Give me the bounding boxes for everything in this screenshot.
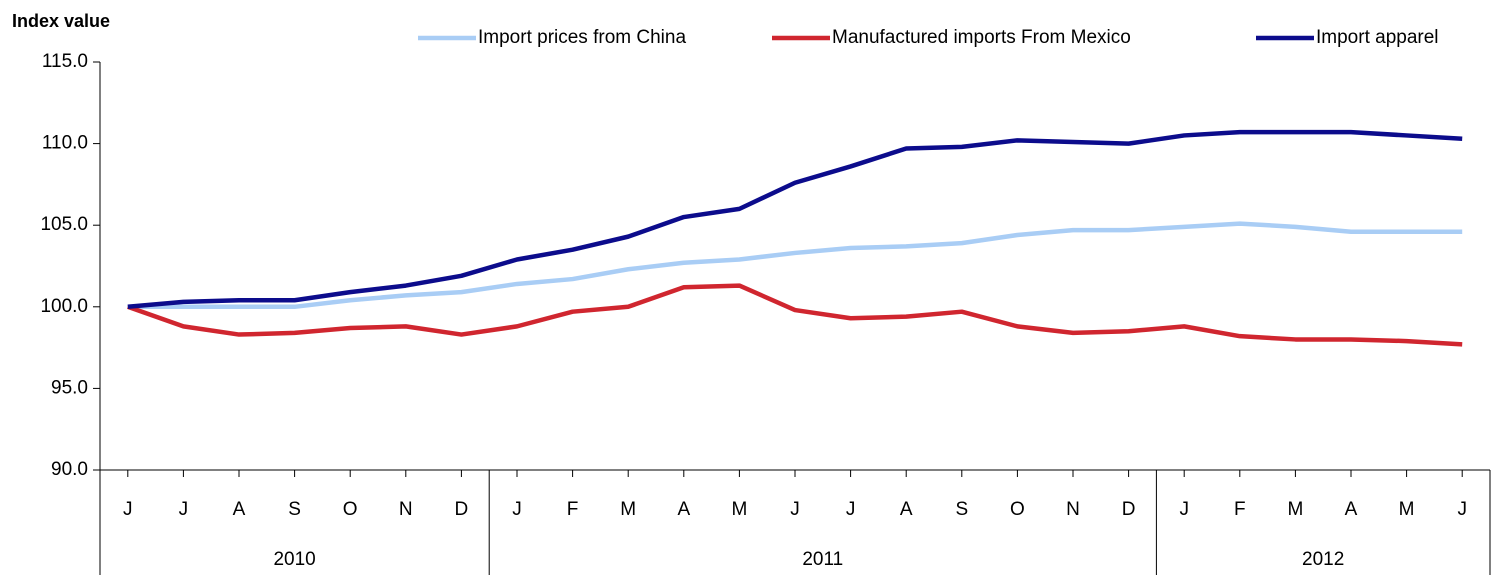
- x-tick-label: M: [620, 499, 636, 520]
- x-tick-label: M: [1287, 499, 1303, 520]
- legend-label: Manufactured imports From Mexico: [832, 27, 1131, 48]
- y-tick-label: 110.0: [42, 133, 88, 154]
- x-tick-label: J: [846, 499, 856, 520]
- x-tick-label: M: [1399, 499, 1415, 520]
- x-tick-label: A: [900, 499, 913, 520]
- x-tick-label: D: [1122, 499, 1136, 520]
- y-tick-label: 95.0: [51, 377, 88, 398]
- x-tick-label: O: [1010, 499, 1025, 520]
- x-tick-label: N: [1066, 499, 1080, 520]
- x-tick-label: S: [288, 499, 301, 520]
- series-line: [127, 221, 1463, 310]
- x-tick-label: A: [233, 499, 246, 520]
- x-tick-label: N: [399, 499, 413, 520]
- x-tick-label: O: [343, 499, 358, 520]
- x-tick-label: J: [123, 499, 133, 520]
- x-tick-label: J: [512, 499, 522, 520]
- series-line: [127, 283, 1463, 347]
- legend-label: Import apparel: [1316, 27, 1439, 48]
- x-tick-label: F: [1234, 499, 1246, 520]
- x-tick-label: J: [790, 499, 800, 520]
- y-axis-title: Index value: [12, 11, 110, 31]
- x-tick-label: D: [455, 499, 469, 520]
- x-tick-label: J: [1457, 499, 1467, 520]
- y-tick-label: 90.0: [51, 459, 88, 480]
- y-tick-label: 115.0: [42, 51, 88, 72]
- x-tick-label: S: [955, 499, 968, 520]
- y-tick-label: 100.0: [40, 296, 88, 317]
- x-group-label: 2011: [802, 549, 843, 570]
- x-tick-label: M: [731, 499, 747, 520]
- x-tick-label: A: [677, 499, 690, 520]
- y-tick-label: 105.0: [40, 214, 88, 235]
- x-tick-label: J: [179, 499, 189, 520]
- series-line: [127, 129, 1463, 310]
- x-tick-label: A: [1345, 499, 1358, 520]
- x-group-label: 2010: [273, 549, 315, 570]
- x-tick-label: J: [1179, 499, 1189, 520]
- x-tick-label: F: [567, 499, 579, 520]
- legend-label: Import prices from China: [478, 27, 686, 48]
- x-group-label: 2012: [1302, 549, 1344, 570]
